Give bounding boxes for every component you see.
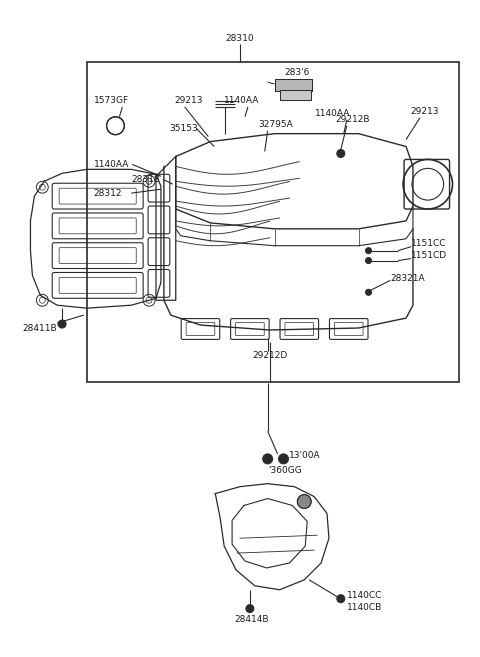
Text: 1151CC: 1151CC xyxy=(411,239,446,248)
Text: 1140CB: 1140CB xyxy=(347,603,382,612)
Text: 29212D: 29212D xyxy=(252,351,287,360)
Text: 1140CC: 1140CC xyxy=(347,591,382,600)
Text: 13'00A: 13'00A xyxy=(289,451,321,461)
Text: 1573GF: 1573GF xyxy=(94,97,129,105)
Circle shape xyxy=(366,248,372,254)
Text: '360GG: '360GG xyxy=(268,466,301,475)
Circle shape xyxy=(337,595,345,602)
Text: 283'6: 283'6 xyxy=(285,68,310,77)
Bar xyxy=(87,62,459,382)
Text: 1140AA: 1140AA xyxy=(224,97,260,105)
Text: 1151CD: 1151CD xyxy=(411,251,447,260)
Text: 1140AA: 1140AA xyxy=(315,109,350,118)
Circle shape xyxy=(278,454,288,464)
Text: 29213: 29213 xyxy=(175,97,203,105)
Bar xyxy=(275,79,312,91)
Text: 29212B: 29212B xyxy=(335,115,370,124)
Circle shape xyxy=(337,150,345,158)
Text: 28414B: 28414B xyxy=(234,615,269,624)
Circle shape xyxy=(366,289,372,295)
Circle shape xyxy=(297,495,311,509)
Circle shape xyxy=(366,258,372,263)
Text: 28310: 28310 xyxy=(226,34,254,43)
Text: 28312: 28312 xyxy=(94,189,122,198)
Text: 32795A: 32795A xyxy=(258,120,292,129)
Text: 35153: 35153 xyxy=(169,124,198,133)
Text: 28411B: 28411B xyxy=(23,323,57,332)
Circle shape xyxy=(246,604,254,612)
Circle shape xyxy=(263,454,273,464)
Bar xyxy=(275,79,312,91)
Text: 1140AA: 1140AA xyxy=(94,160,129,169)
Circle shape xyxy=(58,320,66,328)
Bar xyxy=(279,90,311,100)
Text: 28321A: 28321A xyxy=(390,274,425,283)
Text: 28318: 28318 xyxy=(131,175,160,184)
Text: 29213: 29213 xyxy=(410,107,439,116)
